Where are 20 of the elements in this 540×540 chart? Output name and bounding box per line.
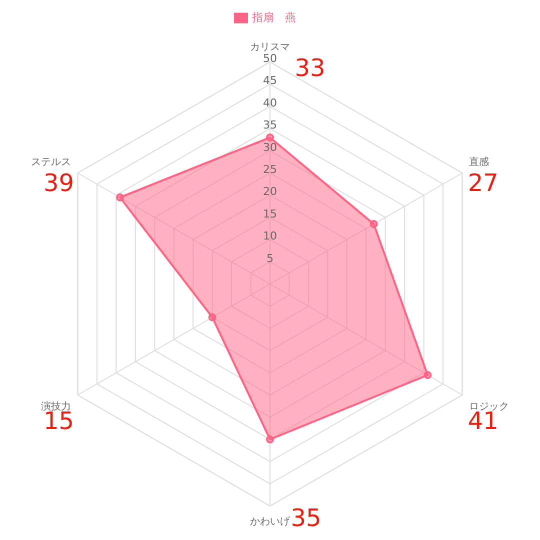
y-tick-label: 15	[263, 207, 277, 220]
y-tick-label: 45	[263, 74, 277, 88]
y-tick-label: 5	[266, 252, 274, 265]
spoke-label: 直感	[469, 156, 490, 168]
y-tick-label: 20	[263, 185, 277, 198]
y-tick-label: 25	[263, 163, 277, 176]
y-tick-label: 10	[263, 230, 277, 243]
text: 39	[44, 169, 74, 197]
spoke-label: カリスマ	[250, 42, 290, 53]
text: 33	[294, 54, 326, 82]
spoke-label: ステルス	[30, 157, 71, 168]
spoke-label: かわいげ	[250, 515, 291, 528]
y-tick-label: 30	[263, 140, 277, 154]
y-tick-label: 50	[263, 52, 277, 65]
legend-label: 指扇 燕	[252, 11, 296, 24]
y-tick-label: 40	[263, 96, 277, 110]
text: 27	[468, 169, 498, 197]
y-tick-label: 35	[263, 118, 277, 132]
text: 35	[290, 504, 322, 532]
spoke-label: ロジック	[469, 401, 510, 412]
